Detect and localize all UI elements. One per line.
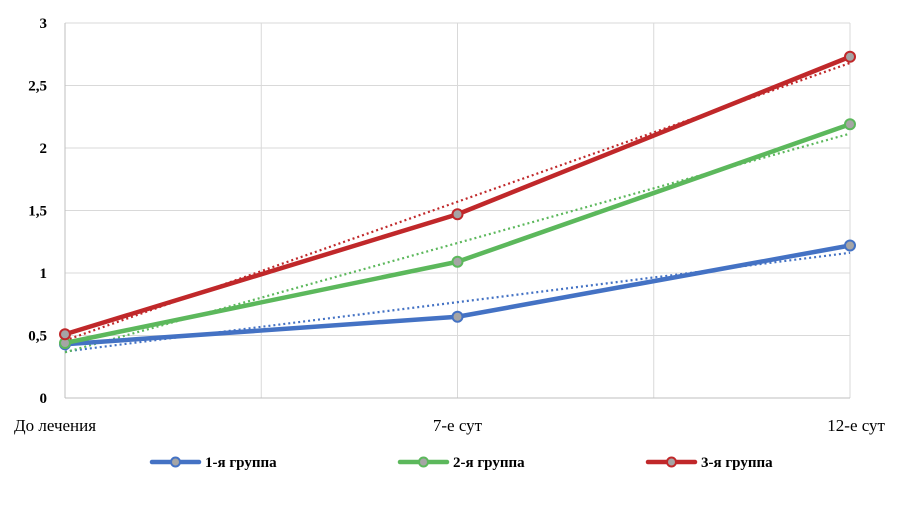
- legend-swatch-marker: [666, 456, 677, 468]
- x-tick-label: 12-е сут: [827, 416, 885, 435]
- y-tick-label: 1: [40, 266, 48, 282]
- y-tick-label: 2: [40, 141, 48, 157]
- data-point: [844, 118, 856, 131]
- trend-line: [64, 61, 851, 342]
- data-point: [451, 310, 464, 323]
- y-tick-label: 2,5: [28, 79, 47, 95]
- data-point: [844, 50, 856, 63]
- y-tick-label: 3: [40, 16, 48, 32]
- y-tick-label: 1,5: [28, 204, 47, 220]
- data-point: [59, 328, 71, 341]
- legend-swatch-marker: [418, 456, 429, 468]
- x-axis-tick-labels: До лечения 7-е сут 12-е сут: [14, 416, 886, 435]
- x-tick-label: 7-е сут: [433, 416, 483, 435]
- legend: 1-я группа 2-я группа 3-я группа: [149, 455, 773, 471]
- data-point: [844, 239, 856, 252]
- data-point: [451, 208, 464, 221]
- legend-swatch-marker: [170, 456, 181, 468]
- legend-label: 3-я группа: [701, 455, 773, 471]
- data-point: [451, 255, 464, 268]
- y-tick-label: 0,5: [28, 329, 47, 345]
- legend-label: 2-я группа: [453, 455, 525, 471]
- y-axis-tick-labels: 0 0,5 1 1,5 2 2,5 3: [28, 16, 47, 407]
- x-tick-label: До лечения: [14, 416, 96, 435]
- data-series: [59, 50, 856, 351]
- y-tick-label: 0: [40, 391, 48, 407]
- legend-label: 1-я группа: [205, 455, 277, 471]
